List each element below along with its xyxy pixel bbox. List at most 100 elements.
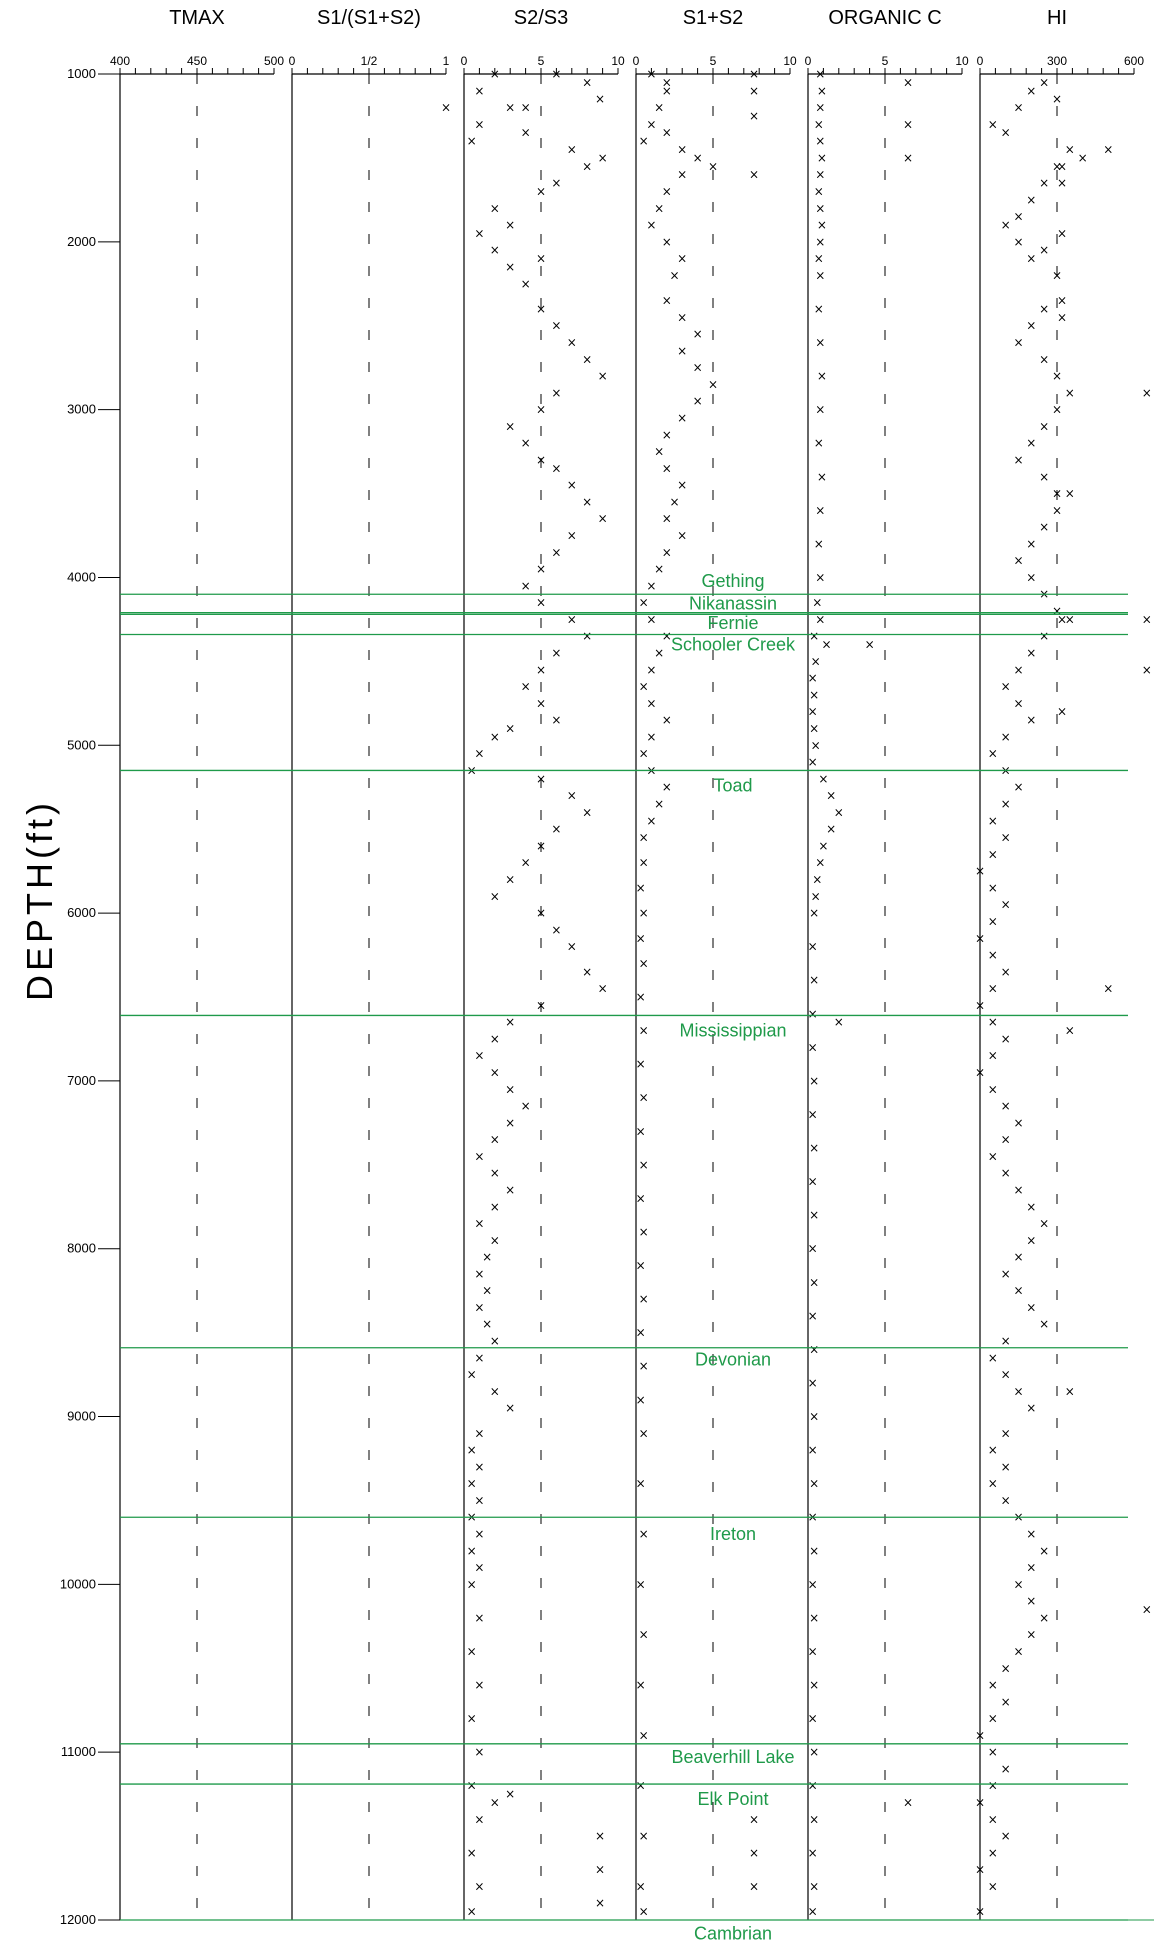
data-point: × <box>467 1443 477 1457</box>
data-point: × <box>749 109 759 123</box>
data-point: × <box>975 864 985 878</box>
x-tick-label: 1/2 <box>361 54 378 68</box>
data-point: × <box>677 252 687 266</box>
data-point: × <box>654 201 664 215</box>
data-point: × <box>988 1846 998 1860</box>
data-point: × <box>988 1477 998 1491</box>
data-point: × <box>817 218 827 232</box>
data-point: × <box>1057 612 1067 626</box>
data-point: × <box>1026 1594 1036 1608</box>
data-point: × <box>521 856 531 870</box>
data-point: × <box>988 1015 998 1029</box>
data-point: × <box>818 839 828 853</box>
data-point: × <box>639 1359 649 1373</box>
data-point: × <box>1026 1233 1036 1247</box>
data-point: × <box>636 1477 646 1491</box>
data-point: × <box>1001 1133 1011 1147</box>
data-point: × <box>474 747 484 761</box>
data-point: × <box>1001 965 1011 979</box>
data-point: × <box>1001 730 1011 744</box>
data-point: × <box>551 461 561 475</box>
data-point: × <box>1039 629 1049 643</box>
data-point: × <box>1026 1300 1036 1314</box>
depth-tick-label: 6000 <box>67 905 96 920</box>
data-point: × <box>551 386 561 400</box>
data-point: × <box>639 1158 649 1172</box>
x-tick-label: 0 <box>461 54 468 68</box>
data-point: × <box>654 445 664 459</box>
data-point: × <box>582 805 592 819</box>
data-point: × <box>815 168 825 182</box>
data-point: × <box>474 1267 484 1281</box>
y-axis-label: DEPTH(ft) <box>19 799 60 1001</box>
data-point: × <box>815 612 825 626</box>
data-point: × <box>662 84 672 98</box>
data-point: × <box>815 235 825 249</box>
data-point: × <box>521 436 531 450</box>
data-point: × <box>808 1577 818 1591</box>
data-point: × <box>474 226 484 240</box>
data-point: × <box>1039 1317 1049 1331</box>
data-point: × <box>467 1644 477 1658</box>
data-point: × <box>639 134 649 148</box>
formation-label: Gething <box>701 571 764 591</box>
data-point: × <box>809 1812 819 1826</box>
data-point: × <box>809 1879 819 1893</box>
data-point: × <box>536 403 546 417</box>
data-point: × <box>708 159 718 173</box>
panel-3: S1+S2 0 5 10 × × × × × × × × × × × × × × × × × × × × × × × × × × × × × × ×… <box>633 7 797 1920</box>
data-point: × <box>636 1577 646 1591</box>
data-point: × <box>490 1233 500 1247</box>
data-point: × <box>1026 646 1036 660</box>
data-point: × <box>639 856 649 870</box>
data-point: × <box>467 134 477 148</box>
panel-title: S1/(S1+S2) <box>317 7 421 29</box>
data-point: × <box>809 1275 819 1289</box>
data-point: × <box>1001 1426 1011 1440</box>
data-point: × <box>662 545 672 559</box>
data-point: × <box>677 143 687 157</box>
data-point: × <box>474 1611 484 1625</box>
data-point: × <box>815 856 825 870</box>
panel-title: TMAX <box>169 7 225 29</box>
data-point: × <box>988 1879 998 1893</box>
data-point: × <box>811 889 821 903</box>
data-point: × <box>677 529 687 543</box>
data-point: × <box>1065 612 1075 626</box>
data-point: × <box>1142 663 1152 677</box>
panel-2: S2/S3 0 5 10 × × × × × × × × × × × × × × × × × × × × × × × × × × × × × × ×… <box>461 7 625 1920</box>
data-point: × <box>834 805 844 819</box>
data-point: × <box>474 1426 484 1440</box>
depth-tick-label: 4000 <box>67 569 96 584</box>
data-point: × <box>639 1292 649 1306</box>
data-point: × <box>639 1426 649 1440</box>
data-point: × <box>646 579 656 593</box>
data-point: × <box>1057 294 1067 308</box>
data-point: × <box>646 663 656 677</box>
data-point: × <box>988 1745 998 1759</box>
data-point: × <box>975 931 985 945</box>
formation-label: Beaverhill Lake <box>671 1747 794 1767</box>
data-point: × <box>639 906 649 920</box>
data-point: × <box>677 478 687 492</box>
data-point: × <box>808 1107 818 1121</box>
data-point: × <box>988 117 998 131</box>
data-point: × <box>536 663 546 677</box>
x-tick-label: 5 <box>882 54 889 68</box>
data-point: × <box>474 1351 484 1365</box>
data-point: × <box>482 1317 492 1331</box>
formation-label: Cambrian <box>694 1923 772 1943</box>
data-point: × <box>662 75 672 89</box>
data-point: × <box>636 1057 646 1071</box>
data-point: × <box>1065 1384 1075 1398</box>
formation-label: Nikanassin <box>689 593 777 613</box>
data-point: × <box>1039 243 1049 257</box>
data-point: × <box>749 1812 759 1826</box>
data-point: × <box>1013 101 1023 115</box>
data-point: × <box>1013 336 1023 350</box>
data-point: × <box>636 1124 646 1138</box>
data-point: × <box>1026 537 1036 551</box>
data-point: × <box>505 721 515 735</box>
data-point: × <box>467 1368 477 1382</box>
data-point: × <box>505 419 515 433</box>
